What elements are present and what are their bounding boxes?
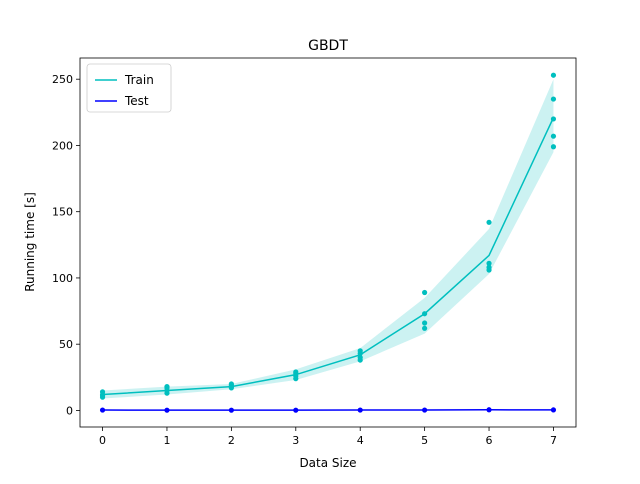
train-point (164, 384, 169, 389)
legend: Train Test (87, 64, 171, 112)
y-tick-label: 0 (66, 404, 73, 417)
test-point (551, 407, 556, 412)
test-point (358, 407, 363, 412)
train-point (422, 290, 427, 295)
x-tick-label: 7 (550, 434, 557, 447)
y-tick-label: 250 (52, 73, 73, 86)
y-axis-label: Running time [s] (23, 192, 37, 292)
train-point (551, 73, 556, 78)
legend-train-label: Train (124, 73, 154, 87)
train-point (422, 326, 427, 331)
train-point (100, 393, 105, 398)
test-point (422, 407, 427, 412)
x-tick-label: 5 (421, 434, 428, 447)
test-point (100, 407, 105, 412)
x-tick-label: 1 (163, 434, 170, 447)
y-tick-label: 50 (59, 338, 73, 351)
x-tick-label: 0 (99, 434, 106, 447)
chart-title: GBDT (308, 38, 348, 54)
train-point (551, 116, 556, 121)
legend-test-label: Test (124, 94, 149, 108)
train-point (422, 311, 427, 316)
x-tick-label: 2 (228, 434, 235, 447)
train-point (551, 134, 556, 139)
x-tick-label: 4 (357, 434, 364, 447)
x-tick-label: 3 (292, 434, 299, 447)
train-point (422, 320, 427, 325)
train-point (229, 381, 234, 386)
train-point (486, 261, 491, 266)
train-point (293, 369, 298, 374)
y-tick-label: 150 (52, 206, 73, 219)
train-point (358, 348, 363, 353)
train-point (486, 220, 491, 225)
train-point (551, 144, 556, 149)
test-point (164, 408, 169, 413)
test-point (229, 408, 234, 413)
x-tick-label: 6 (486, 434, 493, 447)
x-axis-label: Data Size (299, 456, 356, 470)
test-point (486, 407, 491, 412)
y-tick-label: 200 (52, 139, 73, 152)
test-point (293, 408, 298, 413)
train-point (551, 96, 556, 101)
y-tick-label: 100 (52, 272, 73, 285)
